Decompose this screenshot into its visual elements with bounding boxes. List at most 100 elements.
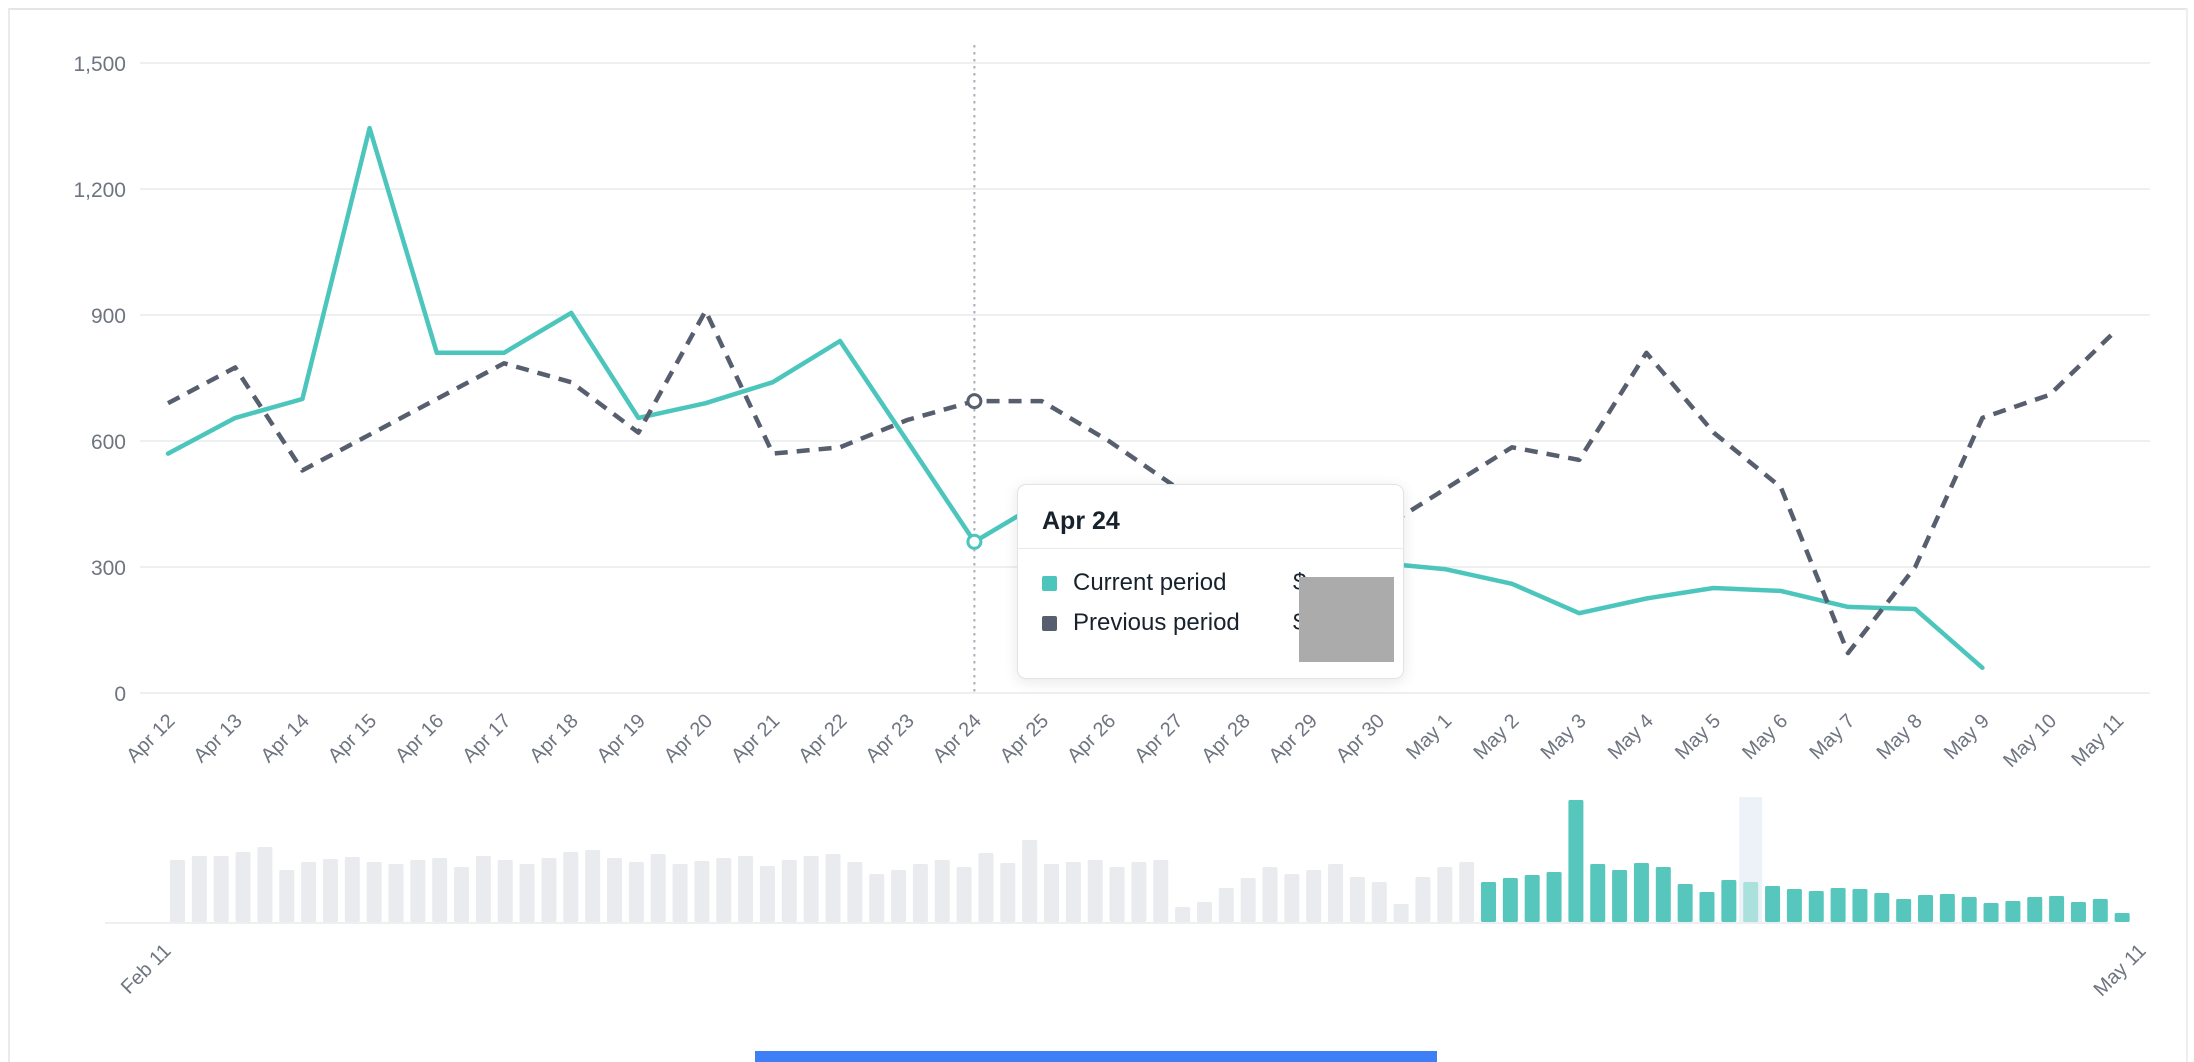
mini-chart-bar <box>1830 888 1846 922</box>
x-axis-tick-label: May 3 <box>1537 710 1591 764</box>
x-axis-tick-label: Apr 24 <box>929 710 986 767</box>
mini-chart-bar <box>1612 870 1628 922</box>
x-axis-tick-label: Apr 18 <box>526 710 583 767</box>
mini-chart-bar <box>1524 875 1540 922</box>
mini-chart-bar <box>1874 893 1890 922</box>
x-axis-tick-label: May 8 <box>1873 710 1927 764</box>
mini-chart-bar <box>1044 864 1059 922</box>
mini-chart-range-selector[interactable] <box>135 792 2165 927</box>
x-axis-tick-label: Apr 22 <box>794 710 851 767</box>
mini-chart-bar <box>1546 872 1562 922</box>
x-axis-tick-label: Apr 14 <box>257 710 314 767</box>
hover-marker-previous <box>966 393 983 410</box>
card-left-border <box>8 8 10 1062</box>
mini-chart-bar <box>934 860 950 922</box>
current-period-swatch-icon <box>1042 575 1057 591</box>
mini-chart-bar <box>454 867 470 922</box>
mini-chart-bar <box>1677 884 1693 922</box>
mini-chart-bar <box>1502 878 1518 922</box>
mini-chart-bar <box>716 858 732 922</box>
mini-chart-bar <box>585 850 601 922</box>
redacted-value-box <box>1299 577 1394 662</box>
mini-chart-bar <box>694 861 710 922</box>
mini-chart-bar <box>235 852 251 922</box>
mini-chart-bar <box>1065 862 1081 922</box>
y-axis-tick-label: 600 <box>91 431 126 454</box>
card-top-border <box>8 8 2188 10</box>
x-axis-tick-label: May 5 <box>1671 710 1725 764</box>
mini-chart-bar <box>1786 889 1802 922</box>
x-axis-tick-label: Apr 26 <box>1063 710 1120 767</box>
mini-chart-bar <box>978 853 994 922</box>
mini-chart-bar <box>1721 880 1737 922</box>
mini-chart-bar <box>1743 882 1759 922</box>
mini-chart-bar <box>1918 895 1933 922</box>
mini-chart-bar <box>1175 907 1191 922</box>
mini-chart-bar <box>1808 891 1824 922</box>
mini-chart-bar <box>257 847 273 922</box>
x-axis-tick-label: May 2 <box>1469 710 1523 764</box>
mini-chart-bar <box>1240 878 1256 922</box>
mini-chart-bar <box>781 860 797 922</box>
mini-chart-bar <box>912 864 928 922</box>
mini-chart-bar <box>1655 867 1671 922</box>
x-axis-tick-label: Apr 12 <box>122 710 179 767</box>
card-right-border <box>2186 8 2188 1062</box>
x-axis-tick-label: Apr 29 <box>1265 710 1322 767</box>
tooltip-row-current: Current period $ <box>1018 563 1403 603</box>
mini-chart-bar <box>1328 864 1344 922</box>
mini-chart-bar <box>869 874 885 922</box>
mini-chart-bar <box>1000 863 1016 922</box>
x-axis-tick-label: Apr 13 <box>190 710 247 767</box>
mini-chart-bar <box>2114 913 2130 922</box>
x-axis-tick-label: Apr 17 <box>458 710 515 767</box>
x-axis-tick-label: Apr 28 <box>1198 710 1255 767</box>
hover-marker-current <box>966 533 983 550</box>
mini-chart-bar <box>301 862 317 922</box>
x-axis-tick-label: Apr 30 <box>1332 710 1389 767</box>
y-axis-tick-label: 1,500 <box>73 53 126 76</box>
mini-chart-bar <box>1349 877 1365 922</box>
mini-chart-bar <box>891 870 907 922</box>
y-axis-tick-label: 900 <box>91 305 126 328</box>
chart-tooltip: Apr 24 Current period $ Previous period … <box>1017 484 1404 679</box>
mini-chart-bar <box>1393 904 1409 922</box>
mini-chart-bar <box>628 862 644 922</box>
x-axis-tick-label: Apr 27 <box>1130 710 1187 767</box>
mini-chart-bar <box>672 864 688 922</box>
x-axis-tick-label: Apr 25 <box>996 710 1053 767</box>
mini-chart-bar <box>322 859 338 922</box>
tooltip-row-previous: Previous period $ <box>1018 603 1403 643</box>
mini-chart-bar <box>607 858 622 922</box>
mini-chart-bar <box>1153 860 1169 922</box>
mini-chart-bar <box>475 856 491 922</box>
mini-chart-bar <box>847 862 863 922</box>
mini-chart-bar <box>1109 867 1125 922</box>
previous-period-line <box>166 308 2119 656</box>
mini-chart-bar <box>825 854 841 922</box>
mini-chart-bar <box>1481 882 1496 922</box>
mini-chart-bar <box>1852 889 1868 922</box>
tooltip-current-label: Current period <box>1073 569 1227 596</box>
x-axis-tick-label: Apr 21 <box>727 710 784 767</box>
mini-chart-bar <box>2005 901 2021 922</box>
y-axis-tick-label: 0 <box>114 683 126 706</box>
mini-chart-bar <box>1262 867 1278 922</box>
mini-chart-bar <box>213 856 229 922</box>
mini-chart-bar <box>191 856 207 922</box>
mini-chart-bar <box>1196 902 1212 922</box>
x-axis-tick-label: May 9 <box>1940 710 1994 764</box>
mini-chart-bar <box>2049 896 2065 922</box>
x-axis-tick-label: May 4 <box>1604 710 1658 764</box>
x-axis-tick-label: May 10 <box>1999 710 2061 772</box>
mini-chart-bar <box>344 857 360 922</box>
mini-chart-bar <box>279 870 295 922</box>
mini-chart-start-label: Feb 11 <box>117 940 176 999</box>
tooltip-title: Apr 24 <box>1042 507 1120 535</box>
x-axis-tick-label: Apr 23 <box>862 710 919 767</box>
x-axis-tick-label: May 6 <box>1738 710 1792 764</box>
mini-chart-end-label: May 11 <box>2090 940 2151 1001</box>
mini-chart-bar <box>650 854 666 922</box>
mini-chart-bar <box>1306 870 1322 922</box>
mini-chart-bar <box>1765 886 1781 922</box>
